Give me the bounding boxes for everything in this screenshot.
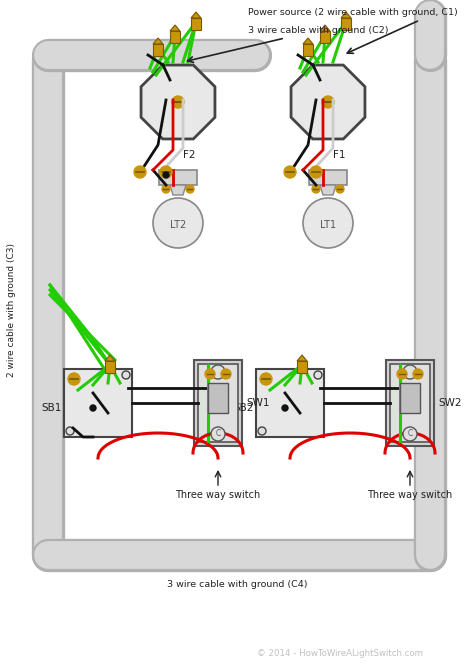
Text: SW1: SW1 — [246, 398, 270, 408]
Circle shape — [211, 427, 225, 441]
Bar — [303, 44, 313, 56]
Circle shape — [66, 427, 74, 435]
Circle shape — [122, 371, 130, 379]
Polygon shape — [141, 65, 215, 139]
Bar — [194, 360, 242, 446]
Circle shape — [186, 185, 194, 193]
Circle shape — [258, 427, 266, 435]
Text: LT2: LT2 — [170, 220, 186, 230]
Bar — [105, 361, 115, 373]
Polygon shape — [320, 25, 330, 31]
Text: © 2014 - HowToWireALightSwitch.com: © 2014 - HowToWireALightSwitch.com — [257, 649, 423, 658]
Circle shape — [260, 373, 272, 385]
Bar — [341, 18, 351, 30]
Circle shape — [403, 365, 417, 379]
Bar — [191, 18, 201, 30]
Circle shape — [134, 166, 146, 178]
Bar — [386, 360, 434, 446]
Bar — [400, 383, 420, 413]
Bar — [256, 369, 324, 437]
Text: Power source (2 wire cable with ground, C1): Power source (2 wire cable with ground, … — [248, 8, 458, 17]
Polygon shape — [341, 12, 351, 18]
Polygon shape — [320, 185, 336, 195]
Circle shape — [403, 427, 417, 441]
Text: Three way switch: Three way switch — [175, 490, 261, 500]
Bar — [153, 44, 163, 56]
Circle shape — [221, 369, 231, 379]
Circle shape — [211, 365, 225, 379]
Bar — [198, 364, 238, 442]
Circle shape — [312, 185, 320, 193]
Circle shape — [163, 172, 169, 178]
Circle shape — [413, 369, 423, 379]
Text: 3 wire cable with ground (C2): 3 wire cable with ground (C2) — [248, 26, 389, 35]
Circle shape — [68, 373, 80, 385]
Text: Three way switch: Three way switch — [367, 490, 453, 500]
Bar — [64, 369, 132, 437]
Polygon shape — [170, 25, 180, 31]
Text: LT1: LT1 — [320, 220, 336, 230]
Text: F2: F2 — [183, 150, 195, 160]
Bar — [297, 361, 307, 373]
Polygon shape — [153, 38, 163, 44]
Polygon shape — [191, 12, 201, 18]
Text: 2 wire cable with ground (C3): 2 wire cable with ground (C3) — [8, 243, 17, 377]
Circle shape — [284, 166, 296, 178]
Circle shape — [303, 198, 353, 248]
Polygon shape — [303, 38, 313, 44]
Bar — [320, 31, 330, 43]
Polygon shape — [105, 355, 115, 361]
Text: SB1: SB1 — [42, 403, 62, 413]
Circle shape — [162, 185, 170, 193]
Circle shape — [153, 198, 203, 248]
Text: SB2: SB2 — [234, 403, 254, 413]
Circle shape — [310, 166, 322, 178]
Bar — [208, 383, 228, 413]
Polygon shape — [170, 185, 186, 195]
Circle shape — [314, 371, 322, 379]
Text: C: C — [215, 429, 220, 438]
Text: 3 wire cable with ground (C4): 3 wire cable with ground (C4) — [167, 580, 307, 589]
Text: C: C — [407, 429, 413, 438]
Circle shape — [282, 405, 288, 411]
Circle shape — [90, 405, 96, 411]
Bar — [390, 364, 430, 442]
Bar — [159, 170, 197, 185]
Text: F1: F1 — [333, 150, 346, 160]
Circle shape — [160, 166, 172, 178]
Circle shape — [336, 185, 344, 193]
Bar — [170, 31, 180, 43]
Polygon shape — [291, 65, 365, 139]
Circle shape — [205, 369, 215, 379]
Polygon shape — [297, 355, 307, 361]
Bar — [309, 170, 347, 185]
Text: SW2: SW2 — [438, 398, 462, 408]
Circle shape — [322, 96, 334, 108]
Circle shape — [397, 369, 407, 379]
Circle shape — [172, 96, 184, 108]
